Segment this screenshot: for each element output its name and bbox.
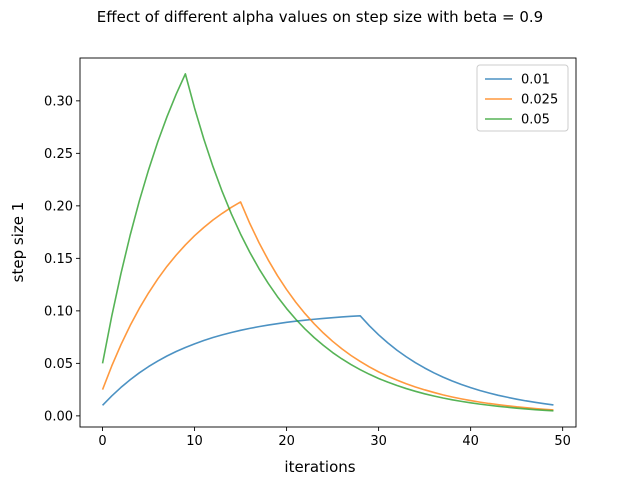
series-layer xyxy=(101,73,554,412)
series-line-1 xyxy=(101,314,554,406)
x-tick-label: 50 xyxy=(554,434,571,449)
x-tick-label: 40 xyxy=(462,434,479,449)
x-axis-ticks: 0 10 20 30 40 50 xyxy=(98,427,571,449)
legend-box xyxy=(476,64,569,132)
legend-label-2: 0.025 xyxy=(521,93,558,108)
y-tick-label: 0.30 xyxy=(44,94,73,109)
y-tick-label: 0.25 xyxy=(44,147,73,162)
y-axis-label: step size 1 xyxy=(9,202,27,283)
x-axis-label: iterations xyxy=(284,458,355,476)
y-tick-label: 0.00 xyxy=(44,409,73,424)
legend: 0.01 0.025 0.05 xyxy=(476,64,569,132)
chart-title: Effect of different alpha values on step… xyxy=(97,8,543,26)
series-line-2 xyxy=(101,201,554,411)
y-tick-label: 0.10 xyxy=(44,304,73,319)
y-tick-label: 0.05 xyxy=(44,357,73,372)
legend-label-3: 0.05 xyxy=(521,113,550,128)
x-tick-label: 10 xyxy=(186,434,203,449)
legend-label-1: 0.01 xyxy=(521,73,550,88)
y-tick-label: 0.15 xyxy=(44,252,73,267)
x-tick-label: 20 xyxy=(278,434,295,449)
axes-border xyxy=(79,57,577,428)
series-line-3 xyxy=(101,73,554,412)
y-tick-label: 0.20 xyxy=(44,199,73,214)
y-axis-ticks: 0.00 0.05 0.10 0.15 0.20 0.25 0.30 xyxy=(44,94,80,424)
axes-spines xyxy=(79,57,577,428)
x-tick-label: 0 xyxy=(98,434,106,449)
x-tick-label: 30 xyxy=(370,434,387,449)
